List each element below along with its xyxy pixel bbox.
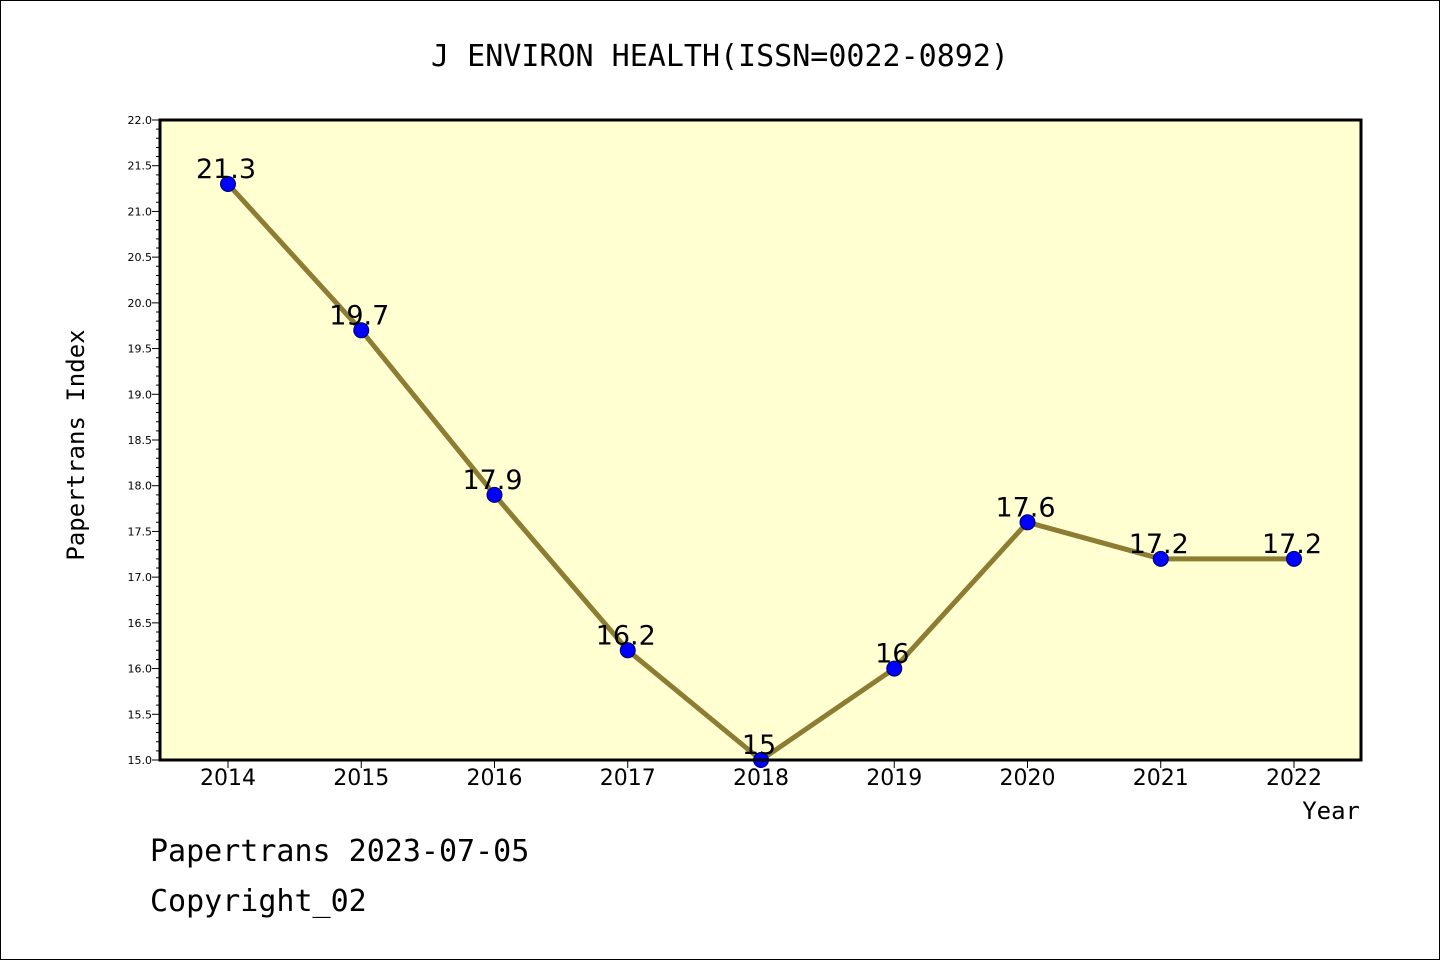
x-tick-label: 2020 — [1000, 766, 1056, 791]
y-tick-label: 16.0 — [128, 663, 153, 676]
data-point — [353, 322, 370, 339]
data-label: 17.2 — [1262, 529, 1322, 560]
data-label: 15 — [742, 730, 776, 761]
data-point — [886, 660, 903, 677]
x-tick-label: 2018 — [733, 766, 789, 791]
x-tick-label: 2019 — [866, 766, 922, 791]
data-label: 19.7 — [329, 300, 389, 331]
x-tick-label: 2017 — [600, 766, 656, 791]
y-tick-label: 18.0 — [128, 480, 153, 493]
x-tick-label: 2022 — [1266, 766, 1322, 791]
chart-title: J ENVIRON HEALTH(ISSN=0022-0892) — [431, 39, 1009, 74]
plot-border — [158, 118, 1363, 762]
x-tick-label: 2015 — [333, 766, 389, 791]
y-tick-label: 15.5 — [128, 708, 153, 721]
y-tick-label: 15.0 — [128, 754, 153, 767]
y-tick-label: 19.0 — [128, 388, 153, 401]
footer-date-text: Papertrans 2023-07-05 — [150, 834, 530, 869]
y-tick-label: 21.0 — [128, 205, 153, 218]
x-tick-label: 2016 — [467, 766, 523, 791]
data-label: 17.2 — [1129, 529, 1189, 560]
x-axis-label: Year — [1302, 797, 1360, 825]
y-tick-label: 17.5 — [128, 525, 153, 538]
y-axis-label: Papertrans Index — [62, 329, 90, 560]
y-tick-label: 16.5 — [128, 617, 153, 630]
y-tick-label: 20.5 — [128, 251, 153, 264]
data-point — [1286, 550, 1302, 567]
data-label: 16.2 — [596, 620, 656, 651]
x-tick-label: 2021 — [1133, 766, 1189, 791]
y-tick-label: 21.5 — [128, 160, 153, 173]
data-point — [220, 176, 236, 192]
footer-copyright-text: Copyright_02 — [150, 884, 367, 919]
data-point — [1152, 550, 1169, 567]
data-point — [486, 486, 503, 503]
y-tick-label: 17.0 — [128, 571, 153, 584]
y-tick-label: 18.5 — [128, 434, 153, 447]
y-tick-label: 20.0 — [128, 297, 153, 310]
data-label: 21.3 — [196, 154, 256, 185]
y-tick-label: 19.5 — [128, 343, 153, 356]
data-label: 16 — [875, 639, 909, 670]
data-point — [1019, 514, 1036, 531]
x-tick-label: 2014 — [200, 766, 256, 791]
data-label: 17.9 — [462, 465, 522, 496]
y-tick-label: 22.0 — [128, 114, 153, 127]
data-point — [619, 642, 636, 659]
data-label: 17.6 — [995, 492, 1055, 523]
plot-area — [160, 120, 1361, 760]
